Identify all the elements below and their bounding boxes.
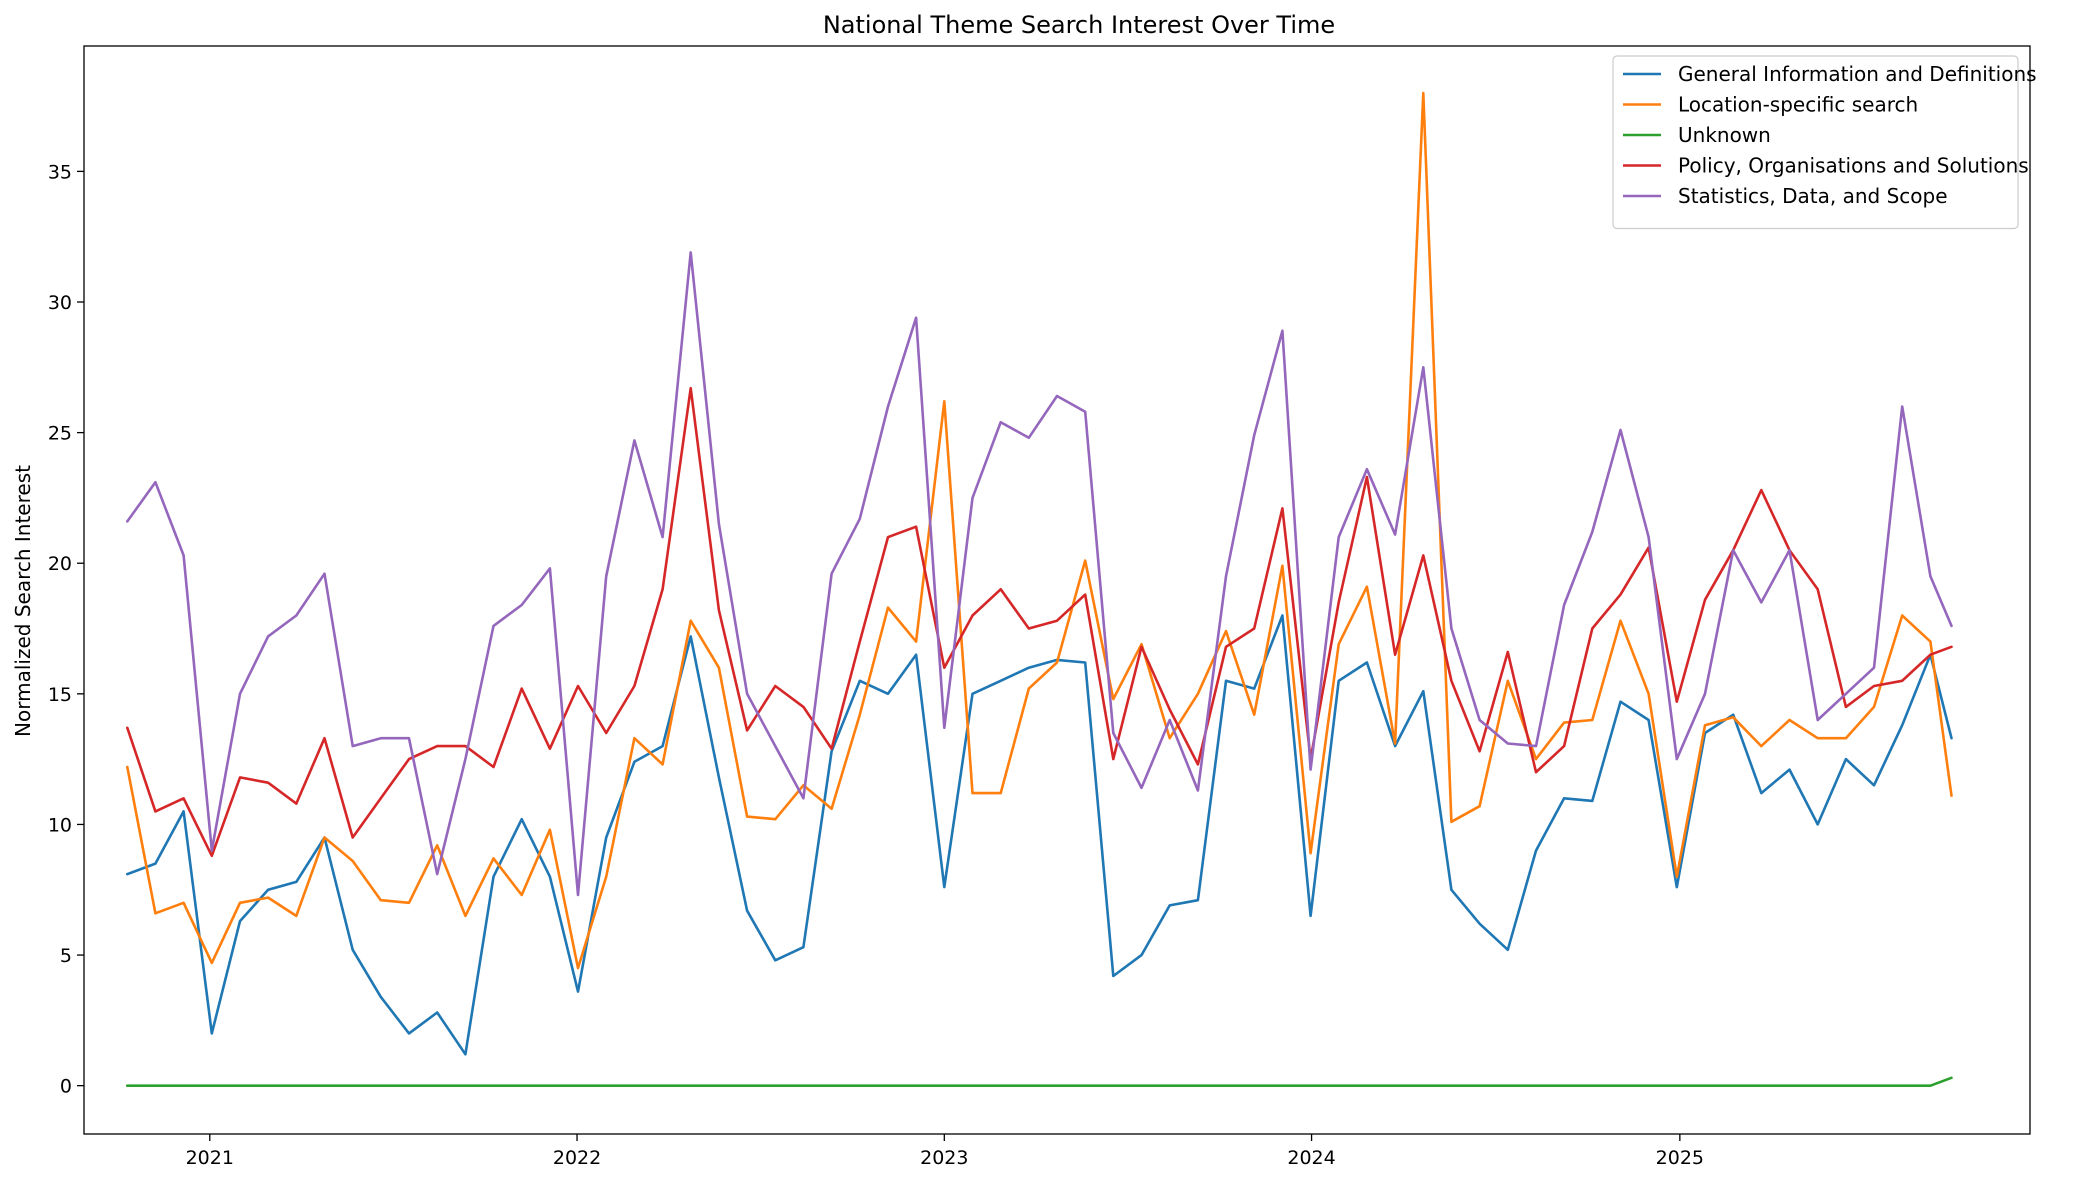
- x-tick-label: 2021: [186, 1147, 234, 1169]
- y-tick-label: 10: [48, 814, 72, 836]
- x-tick-label: 2023: [920, 1147, 968, 1169]
- legend-box: [1612, 55, 2019, 230]
- plot-frame: [83, 45, 2031, 1135]
- series-lines: [126, 91, 1953, 1087]
- x-tick-label: 2025: [1656, 1147, 1704, 1169]
- y-tick-label: 30: [48, 292, 72, 314]
- legend-entry: Policy, Organisations and Solutions: [1678, 154, 2029, 178]
- legend: General Information and Definitions Locat…: [1612, 55, 2037, 230]
- chart-title: National Theme Search Interest Over Time: [823, 11, 1335, 39]
- y-tick-label: 0: [60, 1076, 72, 1098]
- y-tick-label: 5: [60, 945, 72, 967]
- y-axis-label: Normalized Search Interest: [11, 465, 35, 737]
- legend-entry: Statistics, Data, and Scope: [1678, 184, 1948, 208]
- legend-entry: Location-specific search: [1678, 93, 1918, 117]
- legend-entry: Unknown: [1678, 123, 1771, 147]
- y-tick-label: 20: [48, 553, 72, 575]
- series-line-general-information-and-definitions: [126, 614, 1953, 1056]
- series-line-unknown: [126, 1076, 1953, 1087]
- legend-entry: General Information and Definitions: [1678, 62, 2037, 86]
- x-tick-label: 2024: [1287, 1147, 1335, 1169]
- x-tick-label: 2022: [553, 1147, 601, 1169]
- y-tick-label: 15: [48, 684, 72, 706]
- y-tick-label: 35: [48, 161, 72, 183]
- series-line-statistics-data-and-scope: [126, 251, 1953, 897]
- y-tick-label: 25: [48, 423, 72, 445]
